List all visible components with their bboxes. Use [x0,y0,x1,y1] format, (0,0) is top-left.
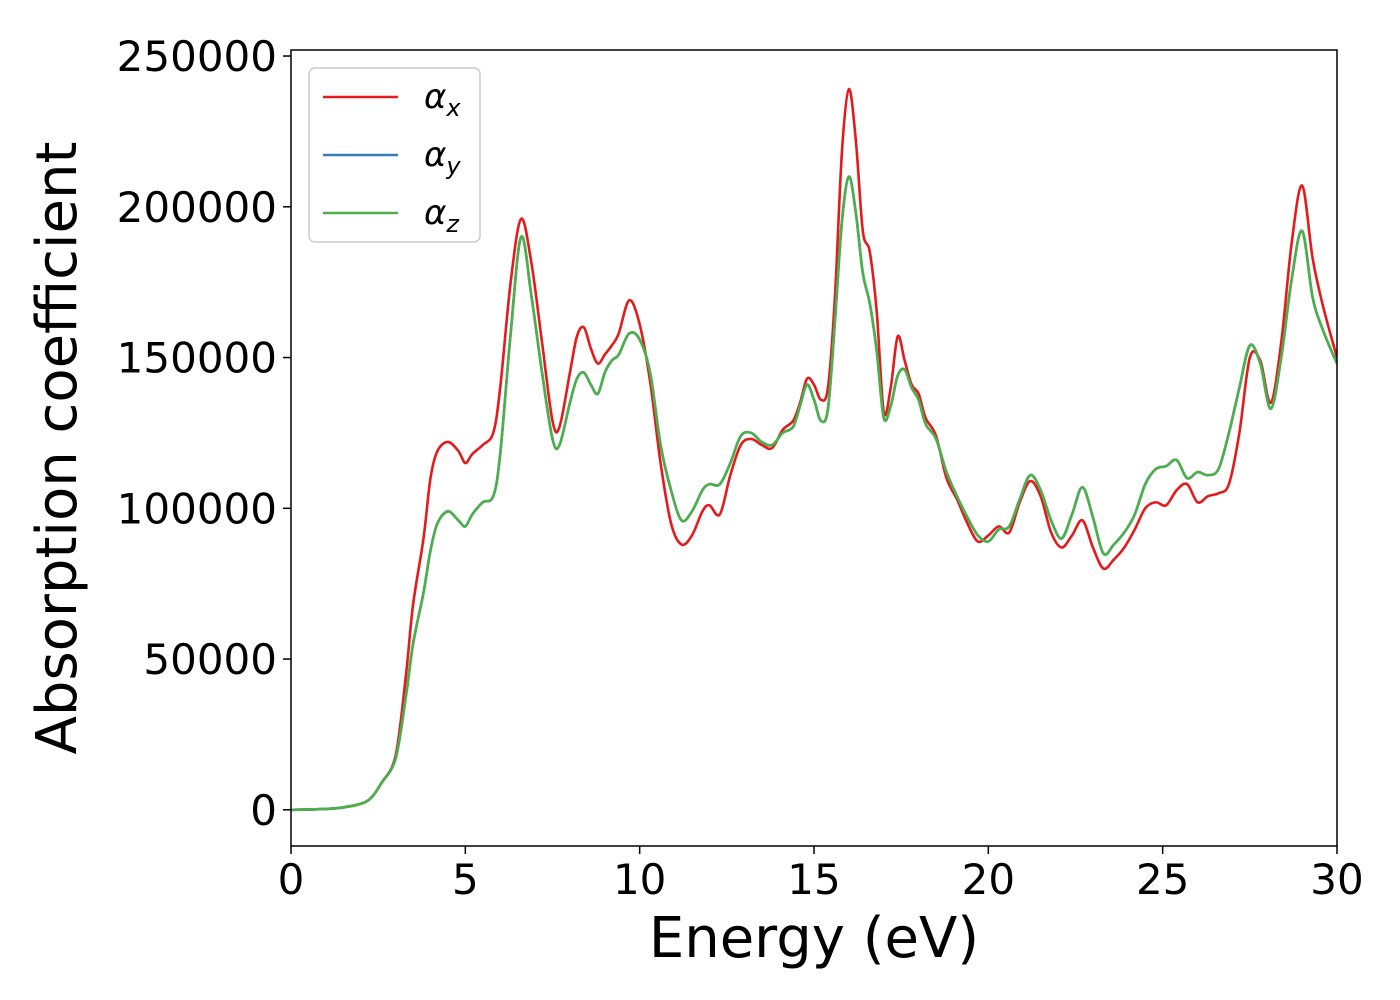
y-tick-label: 150000 [117,334,277,383]
series-line-x [291,87,1337,812]
y-tick-label: 100000 [117,484,277,533]
legend-label-x: αx [424,77,461,122]
y-tick-label: 250000 [117,32,277,81]
x-tick-label: 5 [452,855,479,904]
x-tick-label: 25 [1136,855,1189,904]
series-layer [291,87,1337,812]
legend-label-y: αy [424,135,461,180]
x-axis-ticks: 0 5 10 15 20 25 30 [278,846,1364,904]
series-line-y [291,175,1337,812]
x-tick-label: 10 [613,855,666,904]
y-tick-label: 200000 [117,183,277,232]
legend-label-z: αz [424,193,460,238]
y-axis-label: Absorption coefficient [25,142,90,755]
x-tick-label: 15 [787,855,840,904]
legend: αx αy αz [308,67,481,243]
y-tick-label: 50000 [143,635,277,684]
x-axis-label: Energy (eV) [649,906,979,971]
x-tick-label: 20 [962,855,1015,904]
x-tick-label: 30 [1310,855,1363,904]
y-axis-ticks: 0 50000 100000 150000 200000 250000 [117,32,291,835]
y-tick-label: 0 [250,786,277,835]
x-tick-label: 0 [278,855,305,904]
series-line-z [291,175,1337,812]
